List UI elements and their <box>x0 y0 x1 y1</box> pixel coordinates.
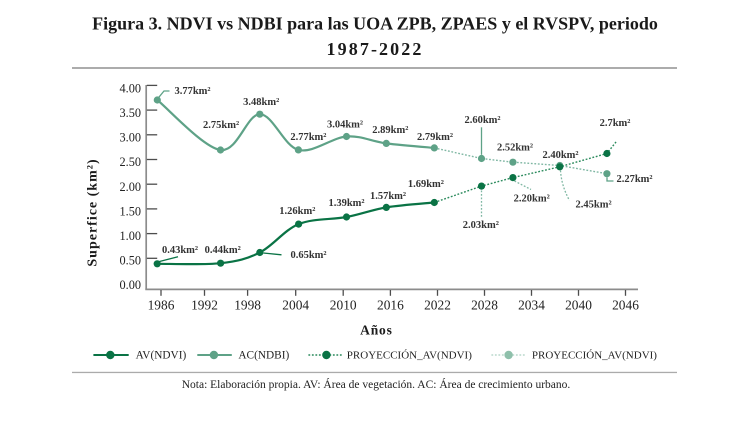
svg-text:PROYECCIÓN_AV(NDVI): PROYECCIÓN_AV(NDVI) <box>532 350 657 362</box>
svg-text:2.75km²: 2.75km² <box>203 120 239 131</box>
svg-text:1.26km²: 1.26km² <box>279 206 315 217</box>
svg-text:2.03km²: 2.03km² <box>463 220 499 231</box>
svg-text:2.7km²: 2.7km² <box>600 118 631 129</box>
svg-text:AV(NDVI): AV(NDVI) <box>136 350 187 362</box>
svg-text:2034: 2034 <box>518 298 545 313</box>
svg-text:2046: 2046 <box>612 298 639 313</box>
svg-text:2.79km²: 2.79km² <box>417 132 453 143</box>
svg-text:2.89km²: 2.89km² <box>372 125 408 136</box>
svg-text:1.69km²: 1.69km² <box>408 179 444 190</box>
svg-text:Superfice (km²): Superfice (km²) <box>86 158 101 266</box>
svg-text:0.44km²: 0.44km² <box>205 245 241 256</box>
svg-text:2.50: 2.50 <box>119 155 141 169</box>
svg-text:Figura 3. NDVI vs NDBI para la: Figura 3. NDVI vs NDBI para las UOA ZPB,… <box>92 14 658 34</box>
svg-text:3.04km²: 3.04km² <box>327 119 363 130</box>
svg-text:3.77km²: 3.77km² <box>174 86 210 97</box>
svg-text:2.40km²: 2.40km² <box>542 150 578 161</box>
svg-text:2040: 2040 <box>565 298 592 313</box>
svg-text:4.00: 4.00 <box>119 82 141 96</box>
svg-text:Años: Años <box>360 323 392 338</box>
svg-text:PROYECCIÓN_AV(NDVI): PROYECCIÓN_AV(NDVI) <box>347 350 472 362</box>
svg-text:Nota: Elaboración propia. AV:: Nota: Elaboración propia. AV: Área de ve… <box>182 377 571 391</box>
svg-text:1.57km²: 1.57km² <box>370 191 406 202</box>
svg-text:1.00: 1.00 <box>119 229 141 243</box>
svg-text:3.50: 3.50 <box>119 106 141 120</box>
svg-text:2028: 2028 <box>471 298 498 313</box>
svg-text:1992: 1992 <box>191 298 218 313</box>
svg-text:1.39km²: 1.39km² <box>328 198 364 209</box>
svg-text:0.43km²: 0.43km² <box>162 245 198 256</box>
svg-text:0.00: 0.00 <box>119 278 141 292</box>
svg-text:2022: 2022 <box>424 298 451 313</box>
svg-text:2.52km²: 2.52km² <box>497 143 533 154</box>
svg-text:2.20km²: 2.20km² <box>514 194 550 205</box>
svg-text:1986: 1986 <box>148 298 175 313</box>
svg-text:3.48km²: 3.48km² <box>243 97 279 108</box>
svg-text:0.50: 0.50 <box>119 253 141 267</box>
svg-text:0.65km²: 0.65km² <box>290 250 326 261</box>
svg-text:AC(NDBI): AC(NDBI) <box>238 350 289 362</box>
svg-text:2004: 2004 <box>282 298 309 313</box>
svg-text:1.50: 1.50 <box>119 204 141 218</box>
svg-text:1987-2022: 1987-2022 <box>327 39 424 59</box>
svg-text:2.60km²: 2.60km² <box>464 115 500 126</box>
svg-text:3.00: 3.00 <box>119 131 141 145</box>
svg-text:2.77km²: 2.77km² <box>290 132 326 143</box>
svg-text:2.00: 2.00 <box>119 180 141 194</box>
svg-text:2.27km²: 2.27km² <box>616 174 652 185</box>
svg-text:1998: 1998 <box>234 298 261 313</box>
svg-text:2.45km²: 2.45km² <box>576 200 612 211</box>
svg-text:2016: 2016 <box>377 298 404 313</box>
svg-text:2010: 2010 <box>330 298 357 313</box>
